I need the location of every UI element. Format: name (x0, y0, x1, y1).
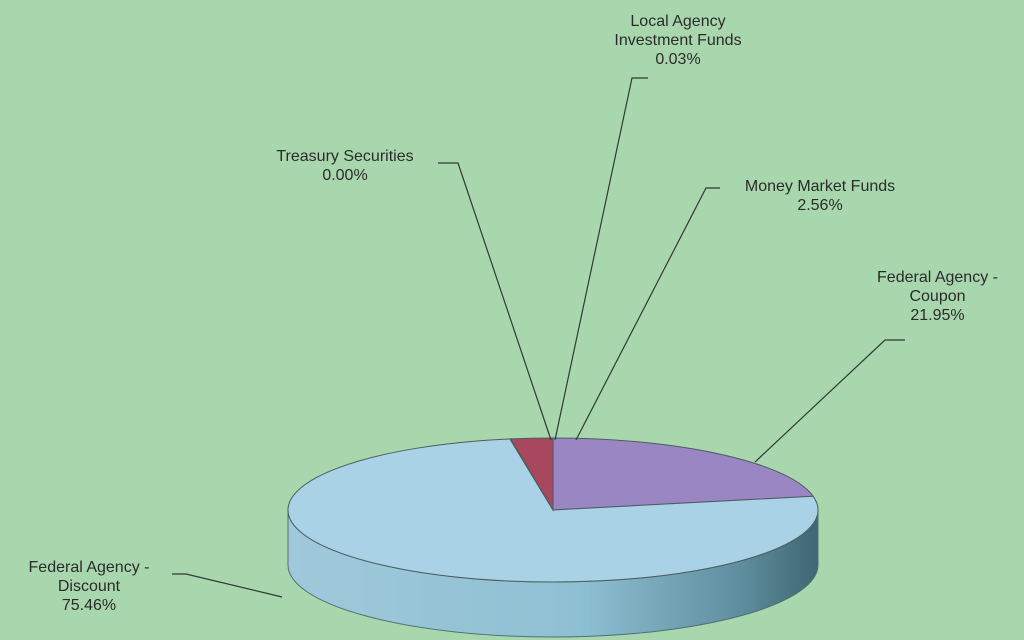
label-federal-agency-discount: Federal Agency - Discount 75.46% (28, 559, 150, 614)
label-money-market-funds: Money Market Funds 2.56% (744, 178, 896, 214)
pie-top-group (287, 437, 819, 583)
label-federal-agency-coupon: Federal Agency - Coupon 21.95% (877, 269, 998, 324)
label-local-agency-investment-funds: Local Agency Investment Funds 0.03% (614, 13, 742, 68)
label-treasury-securities: Treasury Securities 0.00% (276, 148, 414, 184)
pie-slice-money-market-funds (509, 437, 554, 512)
leader-line-money-market-funds (575, 187, 720, 441)
leader-line-federal-agency-coupon (754, 339, 905, 463)
pie-slice-federal-agency-coupon (552, 437, 815, 511)
leader-line-local-agency-investment-funds (554, 77, 648, 441)
leader-lines-group (172, 77, 905, 598)
leader-line-federal-agency-discount (172, 573, 283, 598)
leader-line-treasury-securities (438, 162, 552, 441)
